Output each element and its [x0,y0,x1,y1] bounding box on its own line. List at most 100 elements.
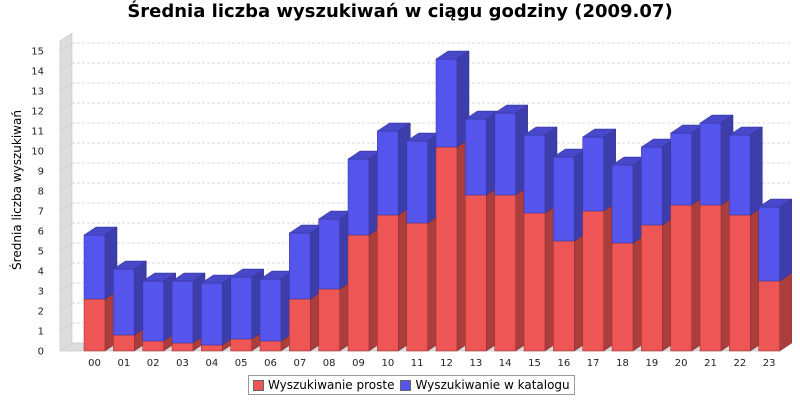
bar-simple-front [83,298,106,352]
legend-label-simple: Wyszukiwanie proste [268,378,395,392]
gridline-wall [59,222,73,232]
bar-simple [611,234,646,352]
x-tick-label: 10 [381,358,394,369]
gridline-wall [59,262,73,272]
bar-catalog-front [641,146,663,226]
x-tick-label: 14 [499,358,512,369]
legend-swatch-simple [253,379,264,391]
bar-catalog-top [141,272,177,282]
y-tick-label: 5 [38,247,44,258]
bar-catalog [141,272,177,342]
bar-catalog-front [553,156,575,242]
bar-catalog-top [728,126,764,136]
bar-simple [670,196,704,352]
x-tick-label: 00 [88,358,101,369]
bar-simple-side [779,272,792,352]
bar-catalog [464,110,500,196]
bar-catalog-front [377,130,399,216]
bar-catalog [259,270,294,342]
y-axis-label: Średnia liczba wyszukiwań [9,110,24,270]
y-tick-label: 13 [31,87,44,98]
bar-simple-front [318,288,340,352]
bar-catalog [376,122,412,216]
bar-catalog [581,128,617,212]
bar-catalog-front [494,112,516,196]
bar-catalog [523,126,558,214]
x-tick-label: 21 [704,358,717,369]
bar-catalog [493,104,529,196]
gridline-wall [59,122,73,132]
bar-catalog-front [523,134,546,214]
y-tick-label: 0 [38,347,44,358]
x-tick-label: 09 [352,358,365,369]
bar-catalog [757,198,793,282]
x-tick-label: 08 [323,358,336,369]
bar-simple-front [553,240,575,352]
bar-catalog-top [757,198,793,208]
x-tick-label: 03 [176,358,189,369]
bar-catalog-top [435,50,470,60]
bar-simple-front [465,194,487,352]
x-tick-label: 16 [557,358,570,369]
bar-catalog-front [406,140,428,224]
legend: Wyszukiwanie proste Wyszukiwanie w katal… [248,375,575,395]
bar-catalog [640,138,676,226]
gridline-wall [59,322,73,332]
bar-simple [641,216,675,352]
y-tick-label: 2 [38,307,44,318]
bar-simple-front [171,342,194,352]
gridline-wall [59,162,73,172]
gridline-wall [59,102,73,112]
bar-catalog-front [230,276,252,340]
gridline-wall [59,302,73,312]
bar-catalog-side [779,198,792,282]
y-tick-label: 14 [31,67,44,78]
bar-catalog-front [201,282,223,346]
bar-simple [553,232,587,352]
bar-simple-front [523,212,546,352]
bar-simple [318,280,352,352]
bar-simple-front [347,234,370,352]
bar-simple-front [435,146,458,352]
bar-simple [347,226,382,352]
bar-simple [523,204,558,352]
x-axis-ticks: 00 01 02 03 04 05 06 07 08 09 10 11 12 13 14 15 16 17 18 19… [88,358,775,369]
x-tick-label: 05 [235,358,248,369]
bar-simple-front [699,204,722,352]
bar-catalog-front [435,58,458,148]
x-tick-label: 17 [587,358,600,369]
bar-catalog-front [582,136,604,212]
x-tick-label: 23 [763,358,776,369]
x-tick-label: 02 [147,358,160,369]
x-tick-label: 07 [293,358,306,369]
x-tick-label: 04 [205,358,218,369]
bar-simple [758,272,792,352]
bars [83,50,793,352]
gridline-wall [59,342,73,352]
x-tick-label: 19 [645,358,658,369]
bar-simple-front [259,340,282,352]
bar-catalog [552,148,588,242]
bar-simple-front [611,242,634,352]
bar-catalog-top [376,122,412,132]
y-tick-label: 6 [38,227,44,238]
x-tick-label: 06 [264,358,277,369]
y-tick-label: 15 [31,47,44,58]
bar-catalog [611,156,646,244]
bar-simple [699,196,734,352]
x-tick-label: 15 [528,358,541,369]
bar-simple [289,290,323,352]
bar-catalog-top [493,104,529,114]
bar-catalog-front [171,280,194,344]
bar-catalog [728,126,764,216]
bar-simple [406,214,440,352]
bar-simple [494,186,528,352]
bar-simple-front [641,224,663,352]
bar-simple-front [377,214,399,352]
y-tick-label: 4 [38,267,44,278]
y-tick-label: 8 [38,187,44,198]
x-tick-label: 11 [411,358,424,369]
bar-catalog-front [670,132,692,206]
